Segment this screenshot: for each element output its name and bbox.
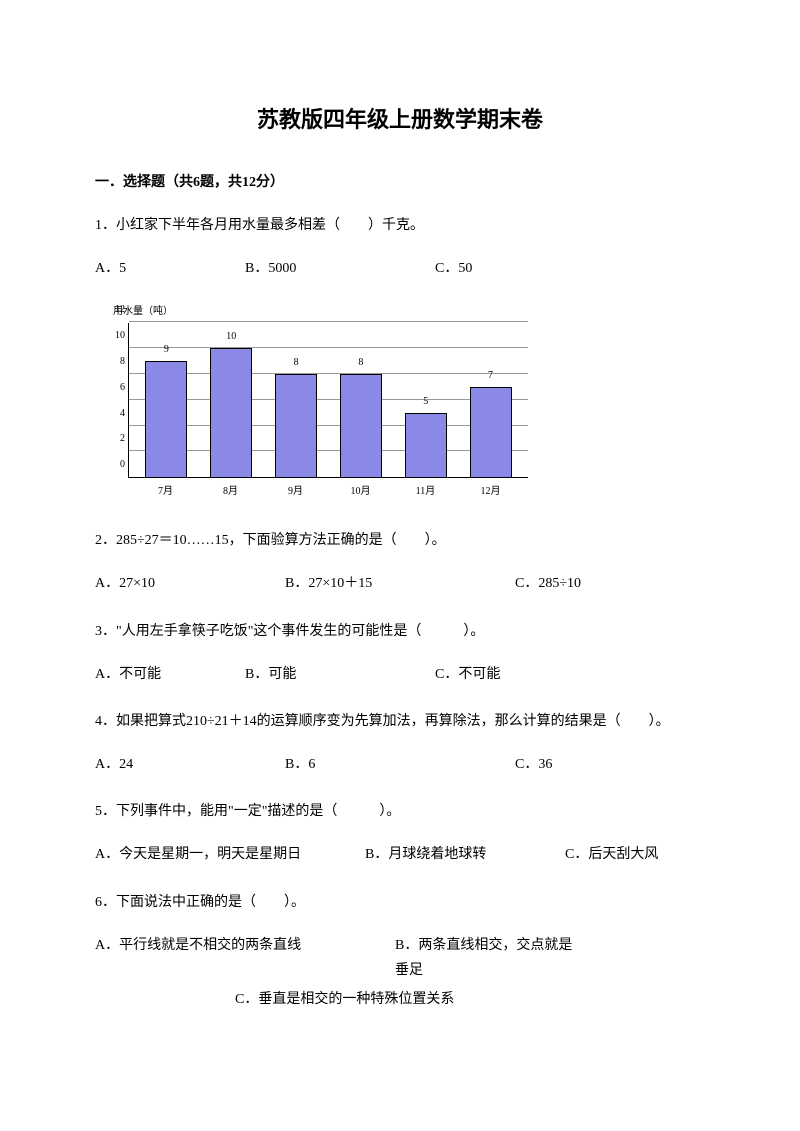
q1-option-b: B．5000 <box>245 256 435 281</box>
q1-option-c: C．50 <box>435 256 705 281</box>
q4-option-a: A．24 <box>95 752 285 777</box>
q4-option-c: C．36 <box>515 752 705 777</box>
q6-option-c: C．垂直是相交的一种特殊位置关系 <box>235 987 454 1012</box>
bar-value-label: 8 <box>358 354 363 372</box>
q1-option-a: A．5 <box>95 256 245 281</box>
q2-option-a: A．27×10 <box>95 571 285 596</box>
xlabel: 9月 <box>275 480 317 498</box>
question-6: 6．下面说法中正确的是（ ）。 <box>95 890 705 915</box>
q2-option-b: B．27×10＋15 <box>285 571 515 596</box>
bar-value-label: 9 <box>164 341 169 359</box>
q5-option-c: C．后天刮大风 <box>565 842 705 867</box>
chart-ylabel: 用水量（吨） <box>98 303 705 321</box>
bar-wrap: 8 <box>340 354 382 477</box>
question-1: 1．小红家下半年各月用水量最多相差（ ）千克。 <box>95 213 705 238</box>
question-2-options: A．27×10 B．27×10＋15 C．285÷10 <box>95 571 705 596</box>
bar-wrap: 10 <box>210 328 252 477</box>
bar <box>470 387 512 477</box>
ytick-label: 12 <box>107 301 125 319</box>
question-5-options: A．今天是星期一，明天是星期日 B．月球绕着地球转 C．后天刮大风 <box>95 842 705 867</box>
xlabels: 7月 8月 9月 10月 11月 12月 <box>128 480 528 498</box>
q6-option-a: A．平行线就是不相交的两条直线 <box>95 933 395 983</box>
page-title: 苏教版四年级上册数学期末卷 <box>95 100 705 140</box>
xlabel: 12月 <box>470 480 512 498</box>
q5-option-a: A．今天是星期一，明天是星期日 <box>95 842 365 867</box>
bar <box>340 374 382 477</box>
bars-container: 9 10 8 8 5 7 <box>129 323 528 477</box>
ytick-label: 6 <box>107 379 125 397</box>
q3-option-a: A．不可能 <box>95 662 245 687</box>
q5-option-b: B．月球绕着地球转 <box>365 842 565 867</box>
ytick-label: 4 <box>107 405 125 423</box>
xlabel: 8月 <box>210 480 252 498</box>
water-usage-chart: 用水量（吨） 0 2 4 6 8 10 12 9 10 8 8 5 7 7月 8月 9月 10月 11月 12月 <box>95 303 705 498</box>
chart-plot: 0246810129108857 <box>128 323 528 478</box>
ytick-label: 8 <box>107 353 125 371</box>
gridline <box>129 321 528 322</box>
bar <box>275 374 317 477</box>
q2-option-c: C．285÷10 <box>515 571 705 596</box>
bar <box>145 361 187 477</box>
bar-value-label: 5 <box>423 393 428 411</box>
question-2: 2．285÷27＝10……15，下面验算方法正确的是（ ）。 <box>95 528 705 553</box>
chart-plot-area: 02468101291088577月8月9月10月11月12月 <box>98 323 528 498</box>
question-5: 5．下列事件中，能用"一定"描述的是（ ）。 <box>95 799 705 824</box>
q6-option-b: B．两条直线相交，交点就是垂足 <box>395 933 585 983</box>
xlabel: 10月 <box>340 480 382 498</box>
bar-wrap: 8 <box>275 354 317 477</box>
q3-option-b: B．可能 <box>245 662 435 687</box>
bar-wrap: 9 <box>145 341 187 477</box>
question-6-options-line2: C．垂直是相交的一种特殊位置关系 <box>95 987 705 1012</box>
ytick-label: 0 <box>107 456 125 474</box>
bar-wrap: 7 <box>470 367 512 477</box>
ytick-label: 2 <box>107 430 125 448</box>
bar-value-label: 8 <box>294 354 299 372</box>
question-4-options: A．24 B．6 C．36 <box>95 752 705 777</box>
bar-value-label: 7 <box>488 367 493 385</box>
q3-option-c: C．不可能 <box>435 662 705 687</box>
question-3-options: A．不可能 B．可能 C．不可能 <box>95 662 705 687</box>
bar <box>405 413 447 478</box>
bar <box>210 348 252 477</box>
xlabel: 7月 <box>145 480 187 498</box>
question-3: 3．"人用左手拿筷子吃饭"这个事件发生的可能性是（ ）。 <box>95 619 705 644</box>
bar-wrap: 5 <box>405 393 447 478</box>
bar-value-label: 10 <box>226 328 236 346</box>
question-4: 4．如果把算式210÷21＋14的运算顺序变为先算加法，再算除法，那么计算的结果… <box>95 709 705 734</box>
xlabel: 11月 <box>405 480 447 498</box>
ytick-label: 10 <box>107 327 125 345</box>
question-1-options: A．5 B．5000 C．50 <box>95 256 705 281</box>
question-6-options-line1: A．平行线就是不相交的两条直线 B．两条直线相交，交点就是垂足 <box>95 933 705 983</box>
section-header: 一．选择题（共6题，共12分） <box>95 170 705 195</box>
q4-option-b: B．6 <box>285 752 515 777</box>
